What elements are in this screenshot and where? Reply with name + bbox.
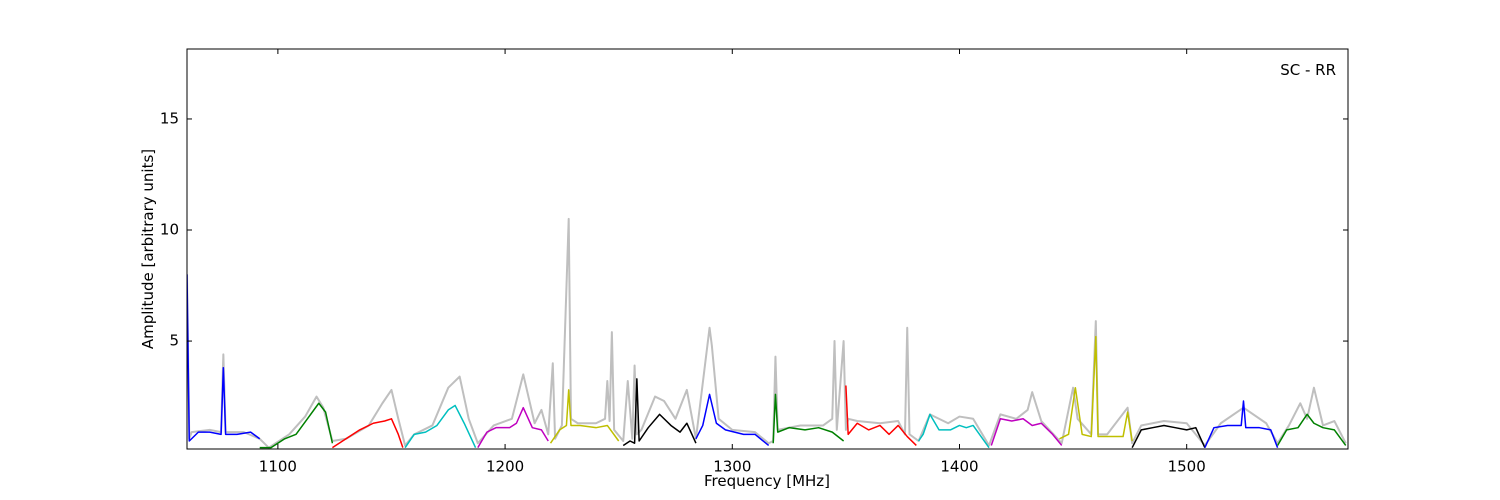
spectrum-line xyxy=(622,378,697,447)
spectrum-line xyxy=(1204,400,1279,448)
spectrum-line xyxy=(695,393,770,447)
x-tick-label: 1100 xyxy=(259,458,297,476)
spectrum-line xyxy=(772,393,845,444)
spectrum-line xyxy=(917,413,990,449)
spectrum-line xyxy=(1131,424,1206,449)
spectrum-line xyxy=(477,406,549,449)
spectrum-line xyxy=(990,418,1063,446)
x-tick-label: 1300 xyxy=(713,458,751,476)
spectrum-line xyxy=(259,402,334,449)
spectrum-line xyxy=(549,389,620,444)
spectrum-line xyxy=(845,385,917,446)
x-axis-label: Frequency [MHz] xyxy=(704,472,830,490)
spectrum-line xyxy=(1059,335,1133,442)
y-tick-label: 5 xyxy=(169,332,179,350)
x-tick-label: 1500 xyxy=(1168,458,1206,476)
spectrum-line xyxy=(404,404,477,449)
y-axis-label: Amplitude [arbitrary units] xyxy=(139,149,157,349)
plot-lines xyxy=(187,217,1347,449)
x-tick-label: 1200 xyxy=(486,458,524,476)
y-tick-label: 15 xyxy=(160,109,179,127)
plot-area xyxy=(187,49,1348,449)
spectrum-line xyxy=(1276,413,1347,446)
annotation: SC - RR xyxy=(1280,61,1336,79)
spectrum-line xyxy=(187,274,261,442)
x-tick-label: 1400 xyxy=(940,458,978,476)
y-tick-label: 10 xyxy=(160,221,179,239)
spectrum-line xyxy=(332,418,404,449)
plot-frame xyxy=(186,48,1349,450)
